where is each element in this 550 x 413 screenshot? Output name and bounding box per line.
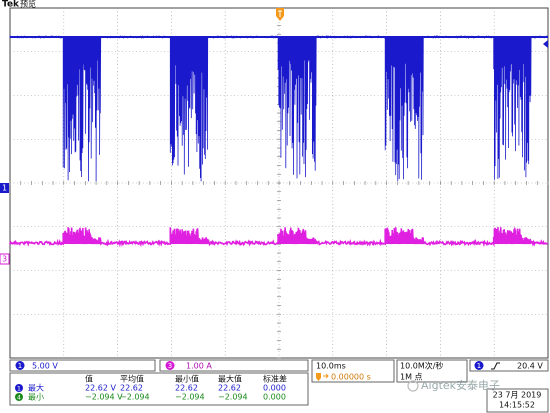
trigger-box — [469, 359, 549, 372]
date: 23 7月 2019 — [493, 391, 542, 400]
graticule — [9, 7, 549, 359]
waveforms — [9, 35, 548, 248]
measurement-value: −2.094 V — [85, 393, 123, 402]
measurement-value: 22.62 — [120, 384, 143, 393]
acquisition-box — [396, 359, 468, 383]
trigger-source-badge — [474, 361, 484, 370]
measurement-value: 0.000 — [263, 384, 286, 393]
ch3-badge — [165, 361, 175, 370]
trigger-level: 20.4 V — [517, 362, 543, 371]
sample-rate: 10.0M次/秒 — [400, 361, 443, 371]
measurement-header: 标准差 — [263, 374, 287, 384]
datetime-box — [486, 388, 549, 413]
ch1-marker — [0, 183, 9, 193]
trigger-slope-icon — [491, 362, 500, 370]
measurement-name: 最大 — [28, 383, 44, 393]
mode: 预览 — [20, 0, 36, 9]
time: 14:15:52 — [499, 401, 535, 410]
measurement-value: −2.094 — [218, 393, 248, 402]
measurement-header: 平均值 — [120, 374, 144, 384]
trigger-level-marker — [543, 40, 548, 48]
trigger-position-icon — [278, 10, 282, 17]
ch1-scale-box — [9, 359, 156, 372]
ch3-scale-box — [159, 359, 309, 372]
measurement-channel-badge — [15, 384, 23, 392]
ch3-scale: 1.00 A — [186, 362, 212, 371]
ch3-marker — [0, 253, 10, 265]
watermark: Aigtek安泰电子 — [421, 378, 500, 392]
measurement-header: 值 — [85, 374, 93, 384]
watermark-icon — [407, 380, 419, 392]
ch3-badge-label: 3 — [168, 362, 172, 370]
trigger-source: 1 — [477, 362, 481, 370]
measurement-value: 22.62 — [175, 384, 198, 393]
measurement-channel: 4 — [17, 394, 21, 402]
measurement-header: 最大值 — [218, 374, 242, 384]
brand: Tek — [2, 0, 20, 10]
measurement-header: 最小值 — [175, 374, 199, 384]
measurement-value: −2.094 — [120, 393, 150, 402]
delay-arrow — [323, 373, 329, 379]
ch3-marker-label: 3 — [2, 255, 7, 264]
measurement-value: 0.000 — [263, 393, 286, 402]
ch1-badge-label: 1 — [18, 362, 22, 370]
timebase-box — [311, 359, 395, 383]
measurement-value: −2.094 — [175, 393, 205, 402]
measurement-channel: 1 — [17, 385, 21, 393]
ch3-waveform — [9, 227, 548, 248]
ch1-scale: 5.00 V — [32, 362, 58, 371]
timebase: 10.0ms — [316, 362, 346, 371]
measurement-value: 22.62 — [218, 384, 241, 393]
measurement-value: 22.62 V — [85, 384, 116, 393]
delay-icon — [316, 373, 321, 381]
measurement-channel-badge — [15, 393, 23, 401]
measurement-table: 值 平均值 最小值 最大值 标准差 1 最大 22.62 V 22.62 22.62 22.62 0.… — [15, 374, 287, 402]
trigger-delay: 0.00000 s — [331, 373, 371, 382]
ch1-marker-label: 1 — [2, 184, 7, 193]
ch1-badge — [15, 361, 25, 370]
measurement-name: 最小 — [28, 393, 44, 402]
record-length: 1M 点 — [400, 373, 423, 382]
measurement-box — [9, 372, 309, 406]
